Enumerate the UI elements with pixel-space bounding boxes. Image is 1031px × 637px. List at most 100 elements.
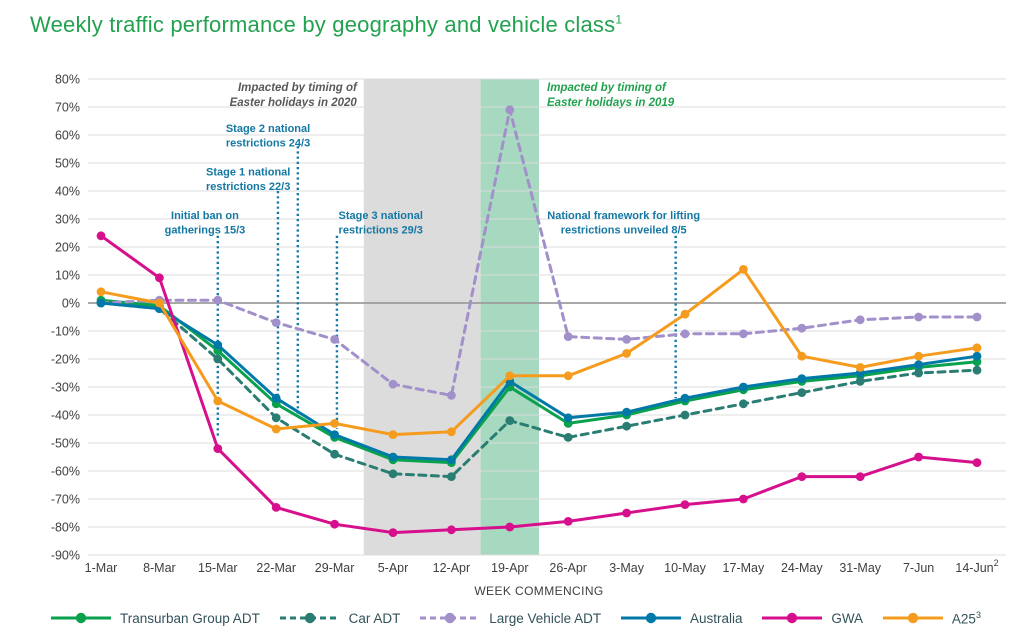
data-point-gwa (330, 519, 339, 529)
legend-swatch-large-vehicle-adt (420, 612, 481, 624)
y-tick-label: -70% (51, 493, 80, 507)
data-point-a25 (155, 298, 164, 308)
data-point-a25 (96, 287, 106, 297)
legend-item-a25: A253 (882, 609, 981, 627)
data-point-gwa (155, 273, 164, 283)
x-tick-label: 5-Apr (378, 561, 409, 575)
series-line-transurban-group-adt (99, 298, 979, 465)
data-point-car-adt (330, 449, 339, 459)
x-tick-label: 24-May (781, 561, 823, 575)
data-point-car-adt (680, 410, 690, 420)
x-tick-label: 22-Mar (256, 561, 296, 575)
data-point-gwa (388, 528, 398, 537)
data-point-gwa (505, 522, 515, 532)
x-tick-label: 8-Mar (143, 561, 176, 575)
data-point-car-adt (447, 472, 456, 481)
x-tick-label: 1-Mar (85, 561, 118, 575)
x-tick-label: 10-May (664, 561, 706, 575)
data-point-gwa (213, 444, 223, 453)
data-point-a25 (271, 424, 281, 434)
y-tick-label: 20% (55, 241, 80, 255)
x-tick-label: 17-May (723, 561, 765, 575)
data-point-gwa (972, 458, 982, 467)
data-point-gwa (96, 231, 106, 241)
x-tick-label: 19-Apr (491, 561, 529, 575)
event-label-stage-1: Stage 1 national restrictions 22/3 (206, 166, 290, 193)
legend-label-a25: A253 (951, 609, 981, 627)
x-tick-label: 29-Mar (315, 561, 355, 575)
legend-swatch-car-adt (279, 612, 340, 624)
legend-item-australia: Australia (620, 611, 742, 626)
data-point-a25 (563, 371, 573, 381)
band-easter-2019 (480, 79, 539, 555)
legend-item-gwa: GWA (761, 611, 863, 626)
data-point-large-vehicle-adt (855, 315, 865, 325)
data-point-car-adt (797, 388, 807, 397)
series-line-car-adt (99, 301, 979, 479)
y-tick-label: -60% (51, 465, 80, 479)
x-axis-title: WEEK COMMENCING (474, 584, 603, 598)
data-point-australia (739, 382, 748, 392)
data-point-car-adt (622, 421, 631, 431)
traffic-performance-chart: Impacted by timing of Easter holidays in … (0, 55, 1031, 600)
data-point-gwa (914, 452, 923, 462)
page-title-footnote-marker: 1 (615, 12, 623, 27)
data-point-car-adt (505, 416, 515, 425)
data-point-australia (563, 413, 573, 423)
data-point-large-vehicle-adt (563, 332, 573, 341)
data-point-australia (797, 374, 807, 383)
y-tick-label: 70% (55, 101, 80, 115)
data-point-car-adt (855, 377, 865, 386)
y-tick-label: 10% (55, 269, 80, 283)
legend-label-large-vehicle-adt: Large Vehicle ADT (489, 610, 602, 626)
chart-canvas: Impacted by timing of Easter holidays in … (51, 73, 1006, 598)
y-tick-label: 0% (62, 297, 80, 311)
data-point-large-vehicle-adt (388, 379, 398, 389)
data-point-gwa (739, 494, 748, 504)
data-point-a25 (213, 396, 223, 406)
data-point-a25 (680, 309, 690, 319)
data-point-australia (680, 393, 690, 403)
legend-item-transurban-group-adt: Transurban Group ADT (50, 611, 260, 626)
data-point-a25 (972, 343, 982, 353)
data-point-gwa (563, 517, 573, 526)
y-tick-label: -20% (51, 353, 80, 367)
data-point-gwa (622, 508, 631, 518)
x-tick-label: 7-Jun (903, 561, 934, 575)
data-point-australia (271, 393, 281, 403)
x-tick-label: 12-Apr (433, 561, 471, 575)
data-point-car-adt (271, 413, 281, 423)
y-tick-label: 60% (55, 129, 80, 143)
data-point-australia (914, 360, 923, 369)
event-label-stage-2: Stage 2 national restrictions 24/3 (226, 123, 310, 150)
y-tick-label: -90% (51, 549, 80, 563)
data-point-a25 (388, 430, 398, 439)
data-point-car-adt (914, 368, 923, 378)
data-point-a25 (622, 349, 631, 358)
data-point-a25 (330, 419, 339, 428)
series-line-australia (99, 301, 979, 462)
data-point-a25 (739, 265, 748, 274)
data-point-large-vehicle-adt (972, 312, 982, 322)
data-point-large-vehicle-adt (797, 323, 807, 333)
legend-swatch-transurban-group-adt (51, 612, 111, 624)
x-tick-label: 3-May (609, 561, 644, 575)
band-label-easter-2020: Impacted by timing of Easter holidays in … (230, 82, 358, 109)
y-tick-label: 50% (55, 157, 80, 171)
data-point-car-adt (388, 469, 398, 479)
data-point-large-vehicle-adt (914, 312, 923, 322)
data-point-car-adt (213, 354, 223, 364)
band-label-easter-2019: Impacted by timing of Easter holidays in … (547, 82, 675, 109)
legend-swatch-a25 (882, 612, 943, 624)
page-title-text: Weekly traffic performance by geography … (30, 12, 616, 37)
y-tick-label: 30% (55, 213, 80, 227)
legend-item-car-adt: Car ADT (279, 611, 400, 626)
data-point-australia (96, 298, 106, 308)
data-point-a25 (855, 363, 865, 372)
legend-swatch-australia (620, 612, 681, 624)
data-point-australia (972, 351, 982, 361)
data-point-large-vehicle-adt (213, 295, 223, 305)
legend-swatch-gwa (762, 612, 823, 624)
data-point-gwa (855, 472, 865, 481)
x-tick-label: 26-Apr (549, 561, 587, 575)
